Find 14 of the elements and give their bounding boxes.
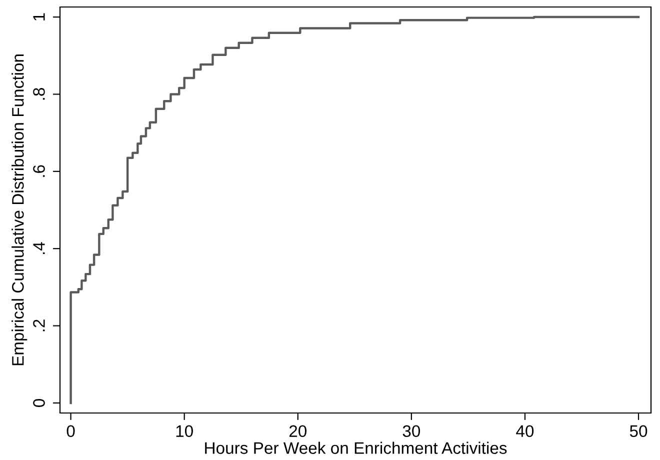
y-tick-label: .8 [33,88,45,100]
x-tick-label: 10 [176,425,193,438]
x-axis-title: Hours Per Week on Enrichment Activities [205,442,507,454]
x-tick-label: 0 [66,425,75,438]
x-tick-label: 20 [289,425,306,438]
y-tick-label: 1 [33,13,45,20]
x-tick-label: 30 [402,425,420,438]
y-tick-label: .4 [33,242,45,254]
y-tick-label: .2 [33,320,45,332]
x-tick-label: 50 [630,425,648,438]
x-tick-label: 40 [516,425,534,438]
y-tick-label: 0 [33,398,45,407]
y-axis-title: Empirical Cumulative Distribution Function [12,54,28,366]
y-tick-label: .6 [33,165,45,177]
